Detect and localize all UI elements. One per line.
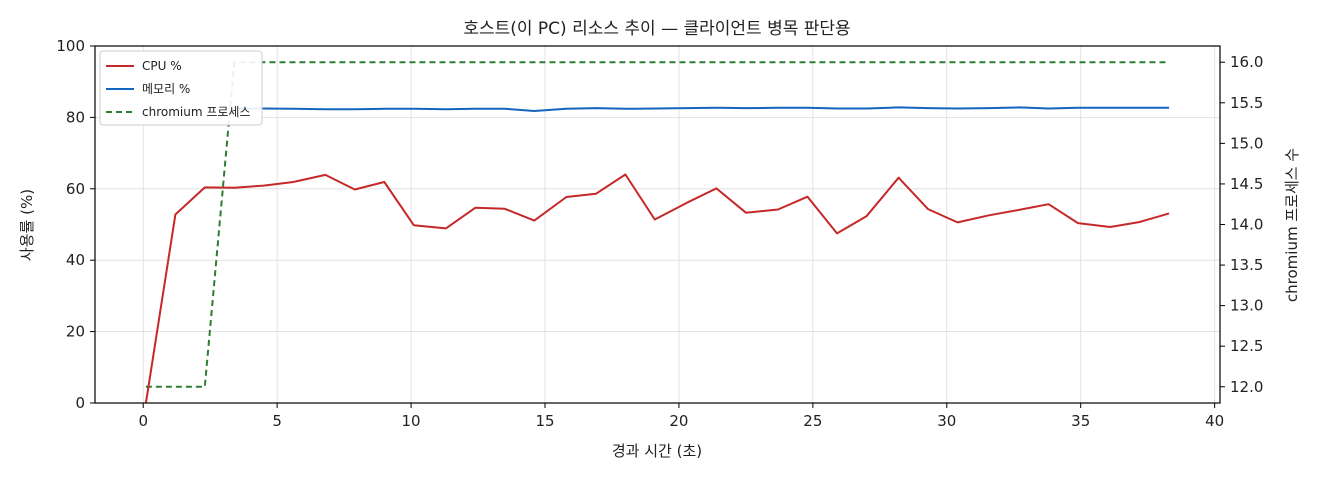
legend-label-0: CPU % — [142, 59, 182, 73]
y2-tick-label: 13.0 — [1230, 297, 1263, 315]
y2-tick-label: 14.5 — [1230, 175, 1263, 193]
y2-tick-label: 16.0 — [1230, 53, 1263, 71]
y2-tick-label: 12.5 — [1230, 337, 1263, 355]
series-layer — [144, 61, 1170, 404]
chart-title: 호스트(이 PC) 리소스 추이 — 클라이언트 병목 판단용 — [463, 19, 850, 39]
x-axis-title: 경과 시간 (초) — [612, 442, 702, 460]
series-line-0 — [144, 173, 1170, 404]
y2-tick-label: 12.0 — [1230, 378, 1263, 396]
y-tick-label: 100 — [56, 37, 85, 55]
y-tick-label: 80 — [66, 108, 85, 126]
legend: CPU % 메모리 % chromium 프로세스 — [99, 50, 263, 126]
x-tick-label: 25 — [803, 412, 822, 430]
x-tick-label: 15 — [535, 412, 554, 430]
y-tick-label: 40 — [66, 251, 85, 269]
y2-tick-label: 15.0 — [1230, 134, 1263, 152]
plot-frame — [94, 45, 1221, 404]
x-tick-label: 20 — [669, 412, 688, 430]
x-tick-label: 10 — [402, 412, 421, 430]
y-tick-label: 20 — [66, 323, 85, 341]
x-tick-label: 0 — [138, 412, 148, 430]
legend-box — [99, 50, 263, 126]
x-tick-label: 30 — [937, 412, 956, 430]
legend-label-2: chromium 프로세스 — [142, 105, 251, 119]
legend-label-1: 메모리 % — [142, 82, 190, 96]
y2-tick-label: 14.0 — [1230, 216, 1263, 234]
y2-axis-title: chromium 프로세스 수 — [1283, 148, 1301, 302]
y-tick-label: 0 — [75, 394, 85, 412]
axis-layer: 0 5 10 15 20 25 30 35 40 0 20 40 60 80 100 12.0 12.5 13.0… — [56, 37, 1263, 430]
y2-tick-label: 13.5 — [1230, 256, 1263, 274]
x-tick-label: 35 — [1071, 412, 1090, 430]
series-line-1 — [234, 106, 1170, 112]
series-line-2 — [145, 61, 1170, 388]
x-tick-label: 40 — [1205, 412, 1224, 430]
x-tick-label: 5 — [272, 412, 282, 430]
y2-tick-label: 15.5 — [1230, 94, 1263, 112]
y-axis-title: 사용률 (%) — [18, 189, 36, 261]
y-tick-label: 60 — [66, 180, 85, 198]
grid-layer — [95, 45, 1220, 404]
